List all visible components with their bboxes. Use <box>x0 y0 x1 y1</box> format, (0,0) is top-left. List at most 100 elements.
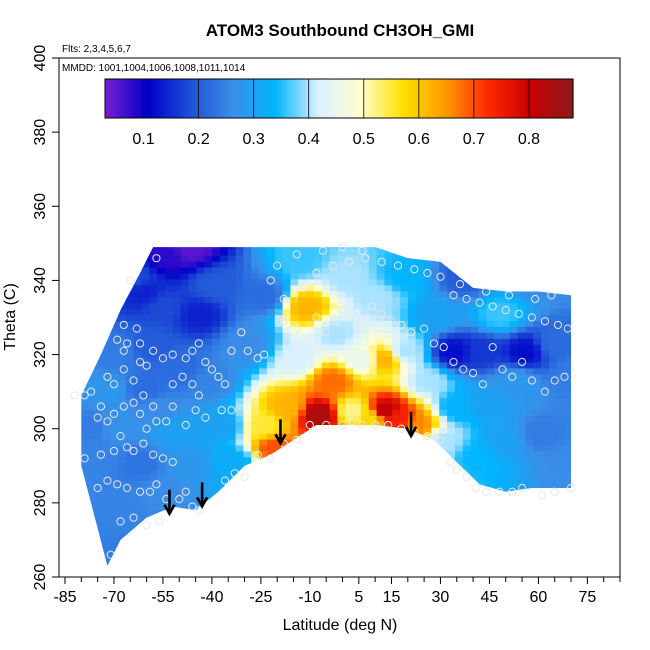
heatmap-cell <box>525 414 535 422</box>
heatmap-cell <box>243 450 253 458</box>
heatmap-cell <box>86 420 96 428</box>
heatmap-cell <box>353 331 362 339</box>
heatmap-cell <box>337 302 347 310</box>
heatmap-cell <box>259 343 268 351</box>
heatmap-cell <box>212 266 221 274</box>
heatmap-cell <box>133 296 143 304</box>
heatmap-cell <box>219 355 229 363</box>
colorbar-swatch <box>298 79 303 118</box>
heatmap-cell <box>556 474 566 482</box>
heatmap-cell <box>165 367 174 375</box>
heatmap-cell <box>204 325 214 333</box>
observation-point <box>135 487 145 496</box>
heatmap-cell <box>282 426 292 434</box>
heatmap-cell <box>110 391 120 399</box>
heatmap-cell <box>454 403 464 410</box>
heatmap-cell <box>321 337 331 345</box>
colorbar-swatch <box>115 79 119 118</box>
heatmap-cell <box>329 343 339 351</box>
observation-point <box>344 257 354 266</box>
heatmap-cell <box>454 373 464 381</box>
heatmap-cell <box>141 278 151 286</box>
heatmap-cell <box>564 302 572 310</box>
heatmap-cell <box>125 408 135 416</box>
heatmap-cell <box>478 450 488 458</box>
heatmap-cell <box>517 403 527 410</box>
heatmap-cell <box>212 314 221 321</box>
heatmap-cell <box>125 343 135 351</box>
heatmap-cell <box>282 290 292 298</box>
heatmap-cell <box>219 290 229 298</box>
heatmap-cell <box>188 385 198 393</box>
heatmap-cell <box>321 361 331 369</box>
heatmap-cell <box>517 373 527 381</box>
heatmap-cell <box>172 247 182 250</box>
heatmap-cell <box>376 319 386 327</box>
dates-subtitle: MMDD: 1001,1004,1006,1008,1011,1014 <box>62 63 246 74</box>
heatmap-cell <box>564 438 572 446</box>
heatmap-cell <box>212 331 221 339</box>
heatmap-cell <box>188 325 198 333</box>
colorbar-swatch <box>556 79 561 118</box>
colorbar-swatch <box>526 79 531 118</box>
heatmap-cell <box>165 373 174 381</box>
heatmap-cell <box>439 367 449 375</box>
colorbar-swatch <box>482 79 487 118</box>
heatmap-cell <box>110 385 120 393</box>
colorbar-swatch <box>178 79 183 118</box>
heatmap-cell <box>282 385 292 393</box>
heatmap-cell <box>376 403 386 410</box>
heatmap-cell <box>227 391 237 399</box>
heatmap-cell <box>235 266 245 274</box>
heatmap-cell <box>212 355 221 363</box>
heatmap-cell <box>298 379 308 387</box>
heatmap-cell <box>172 450 182 458</box>
observation-point <box>162 417 171 426</box>
observation-point <box>116 432 125 441</box>
heatmap-cell <box>360 403 370 410</box>
heatmap-cell <box>556 367 566 375</box>
heatmap-cell <box>149 290 159 298</box>
heatmap-cell <box>345 337 355 345</box>
heatmap-cell <box>259 337 268 345</box>
heatmap-cell <box>235 260 245 268</box>
heatmap-cell <box>478 379 488 387</box>
heatmap-cell <box>360 331 370 339</box>
heatmap-cell <box>392 403 402 410</box>
heatmap-cell <box>407 272 417 280</box>
heatmap-cell <box>172 474 182 482</box>
observation-point <box>149 402 158 411</box>
heatmap-cell <box>219 319 229 327</box>
heatmap-cell <box>384 325 394 333</box>
heatmap-cell <box>533 302 543 310</box>
heatmap-cell <box>133 319 143 327</box>
heatmap-cell <box>501 426 511 434</box>
heatmap-cell <box>251 343 261 351</box>
observation-point <box>207 365 217 374</box>
colorbar-swatch <box>546 79 551 118</box>
heatmap-cell <box>149 248 159 256</box>
heatmap-cell <box>329 284 339 292</box>
heatmap-cell <box>470 420 480 428</box>
heatmap-cell <box>180 450 190 458</box>
heatmap-cell <box>110 480 120 488</box>
heatmap-cell <box>360 361 370 369</box>
heatmap-cell <box>102 385 112 393</box>
heatmap-cell <box>454 379 464 387</box>
heatmap-cell <box>81 408 88 416</box>
observation-point <box>158 454 168 463</box>
heatmap-cell <box>125 391 135 399</box>
heatmap-cell <box>125 373 135 381</box>
heatmap-cell <box>509 486 519 493</box>
heatmap-cell <box>541 379 550 387</box>
heatmap-cell <box>353 361 362 369</box>
heatmap-cell <box>165 432 174 440</box>
heatmap-cell <box>219 349 229 357</box>
heatmap-cell <box>266 290 276 298</box>
heatmap-cell <box>227 397 237 405</box>
heatmap-cell <box>180 468 190 476</box>
heatmap-cell <box>243 296 253 304</box>
observation-point <box>240 472 249 482</box>
heatmap-cell <box>431 367 441 375</box>
heatmap-cell <box>368 260 378 268</box>
